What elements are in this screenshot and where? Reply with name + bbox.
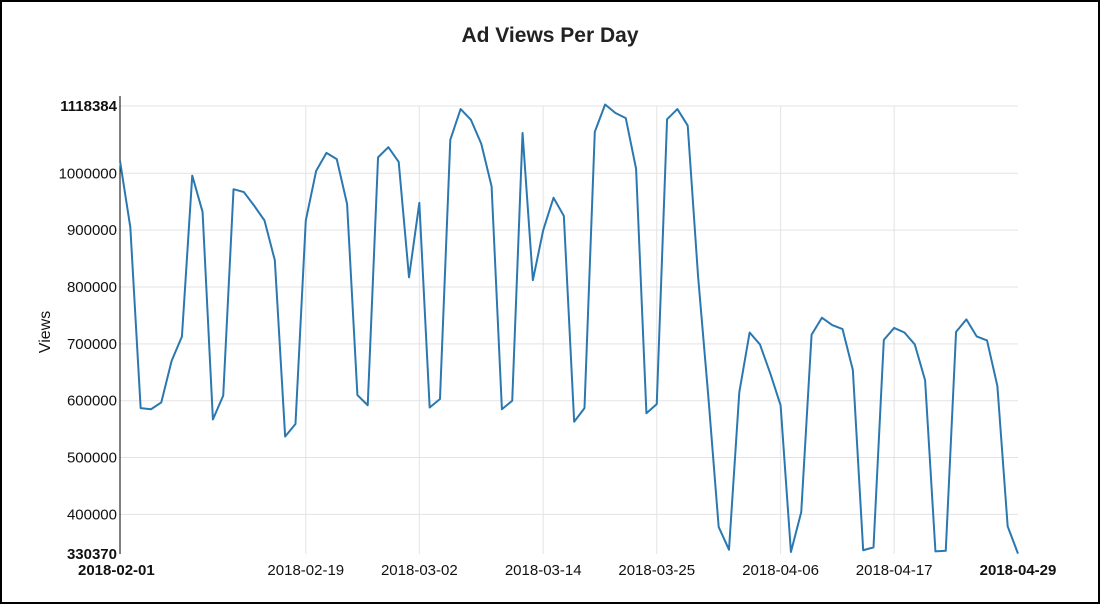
x-tick-label: 2018-03-14 xyxy=(505,562,582,579)
y-tick-label: 330370 xyxy=(67,546,117,563)
y-tick-label: 1118384 xyxy=(60,98,117,115)
y-tick-label: 1000000 xyxy=(59,165,117,182)
series-line xyxy=(119,103,1019,554)
y-tick-label: 700000 xyxy=(67,336,117,353)
y-tick-label: 800000 xyxy=(67,279,117,296)
y-axis-label: Views xyxy=(37,311,54,353)
x-tick-label: 2018-04-06 xyxy=(742,562,819,579)
x-tick-label: 2018-03-02 xyxy=(381,562,458,579)
x-tick-label: 2018-02-01 xyxy=(78,562,155,579)
grid-lines xyxy=(120,105,1018,554)
y-axis-ticks: 330370 400000 500000 600000 700000 800000 9000… xyxy=(59,98,118,563)
x-tick-label: 2018-03-25 xyxy=(618,562,695,579)
y-tick-label: 400000 xyxy=(67,506,117,523)
chart-title: Ad Views Per Day xyxy=(461,24,639,47)
x-tick-label: 2018-02-19 xyxy=(267,562,344,579)
y-tick-label: 600000 xyxy=(67,393,117,410)
y-tick-label: 500000 xyxy=(67,450,117,467)
y-tick-label: 900000 xyxy=(67,222,117,239)
x-tick-label: 2018-04-17 xyxy=(856,562,933,579)
x-tick-label: 2018-04-29 xyxy=(980,562,1057,579)
x-axis-ticks: 2018-02-01 2018-02-19 2018-03-02 2018-03-14… xyxy=(78,562,1056,579)
